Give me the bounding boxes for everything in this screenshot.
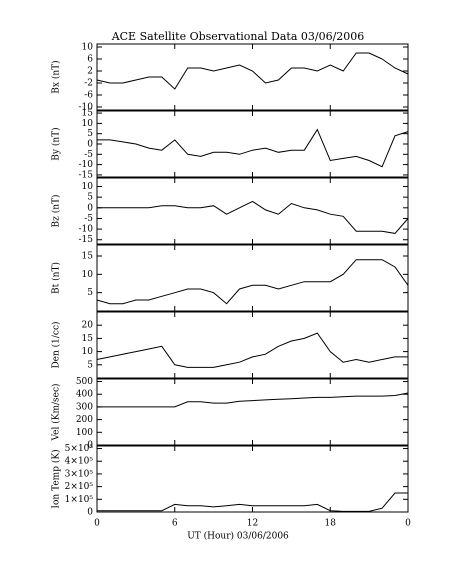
y-tick-label: -5 xyxy=(84,150,93,160)
y-tick-label: 1×10⁵ xyxy=(65,495,94,505)
y-tick-label: 2×10⁵ xyxy=(65,482,94,492)
y-tick-label: 100 xyxy=(76,428,93,438)
y-tick-label: -10 xyxy=(79,160,94,170)
y-tick-label: 20 xyxy=(82,321,94,331)
y-tick-label: 0 xyxy=(87,140,93,150)
panel-frame xyxy=(96,110,409,178)
x-tick-label: 12 xyxy=(247,519,258,529)
data-line xyxy=(97,492,408,512)
data-line xyxy=(96,259,409,305)
y-tick-label: 0 xyxy=(87,203,93,213)
y-tick-label: 15 xyxy=(82,334,94,344)
y-tick-label: -5 xyxy=(84,214,93,224)
y-tick-label: -15 xyxy=(79,170,94,180)
x-tick-label: 6 xyxy=(172,519,178,529)
x-axis-label: UT (Hour) 03/06/2006 xyxy=(187,531,289,542)
y-tick-label: 10 xyxy=(82,119,94,129)
y-tick-label: 4×10⁵ xyxy=(65,457,94,467)
data-line xyxy=(96,332,408,368)
data-line xyxy=(97,392,409,408)
y-tick-label: 2 xyxy=(87,67,93,77)
y-axis-label: By (nT) xyxy=(51,127,62,160)
panel-frame xyxy=(96,311,409,379)
x-tick-label: 0 xyxy=(405,519,411,529)
panel-frame xyxy=(96,177,409,245)
y-tick-label: 10 xyxy=(82,182,94,192)
y-tick-label: -6 xyxy=(84,91,93,101)
y-tick-label: 500 xyxy=(76,377,93,387)
y-tick-label: 15 xyxy=(82,252,94,262)
x-tick-label: 0 xyxy=(94,519,100,529)
y-tick-label: 5 xyxy=(87,193,93,203)
panel-frame xyxy=(96,378,409,446)
y-tick-label: -10 xyxy=(79,225,94,235)
y-tick-label: 3×10⁵ xyxy=(65,469,94,479)
y-tick-label: 5 xyxy=(87,288,93,298)
y-tick-label: 0 xyxy=(87,508,93,518)
y-tick-label: 0 xyxy=(87,441,93,451)
y-tick-label: 10 xyxy=(82,347,94,357)
y-tick-label: 400 xyxy=(76,390,93,400)
panel-frame xyxy=(96,43,409,111)
y-tick-label: 200 xyxy=(76,415,93,425)
y-axis-label: Bt (nT) xyxy=(51,262,62,294)
y-tick-label: -10 xyxy=(79,103,94,113)
y-axis-label: Ion Temp (K) xyxy=(51,449,62,508)
chart-title: ACE Satellite Observational Data 03/06/2… xyxy=(111,30,365,43)
y-tick-label: 300 xyxy=(76,402,93,412)
y-tick-label: 5 xyxy=(87,129,93,139)
y-tick-label: 10 xyxy=(82,43,94,53)
y-tick-label: 6 xyxy=(87,55,93,65)
y-axis-label: Bz (nT) xyxy=(51,194,62,227)
y-tick-label: 15 xyxy=(82,109,94,119)
y-axis-label: Vel (Km/sec) xyxy=(51,383,62,441)
y-axis-label: Den (1/cc) xyxy=(51,321,62,368)
y-tick-label: 10 xyxy=(82,270,94,280)
data-line xyxy=(96,52,409,90)
y-tick-label: -15 xyxy=(79,235,94,245)
y-tick-label: 5 xyxy=(87,360,93,370)
y-axis-label: Bx (nT) xyxy=(51,60,62,93)
data-line xyxy=(97,200,409,234)
y-tick-label: 5×10⁵ xyxy=(65,444,94,454)
data-line xyxy=(97,128,409,168)
panel-frame xyxy=(96,244,409,312)
x-tick-label: 18 xyxy=(325,519,337,529)
panel-frame xyxy=(96,445,409,513)
y-tick-label: -2 xyxy=(84,79,93,89)
